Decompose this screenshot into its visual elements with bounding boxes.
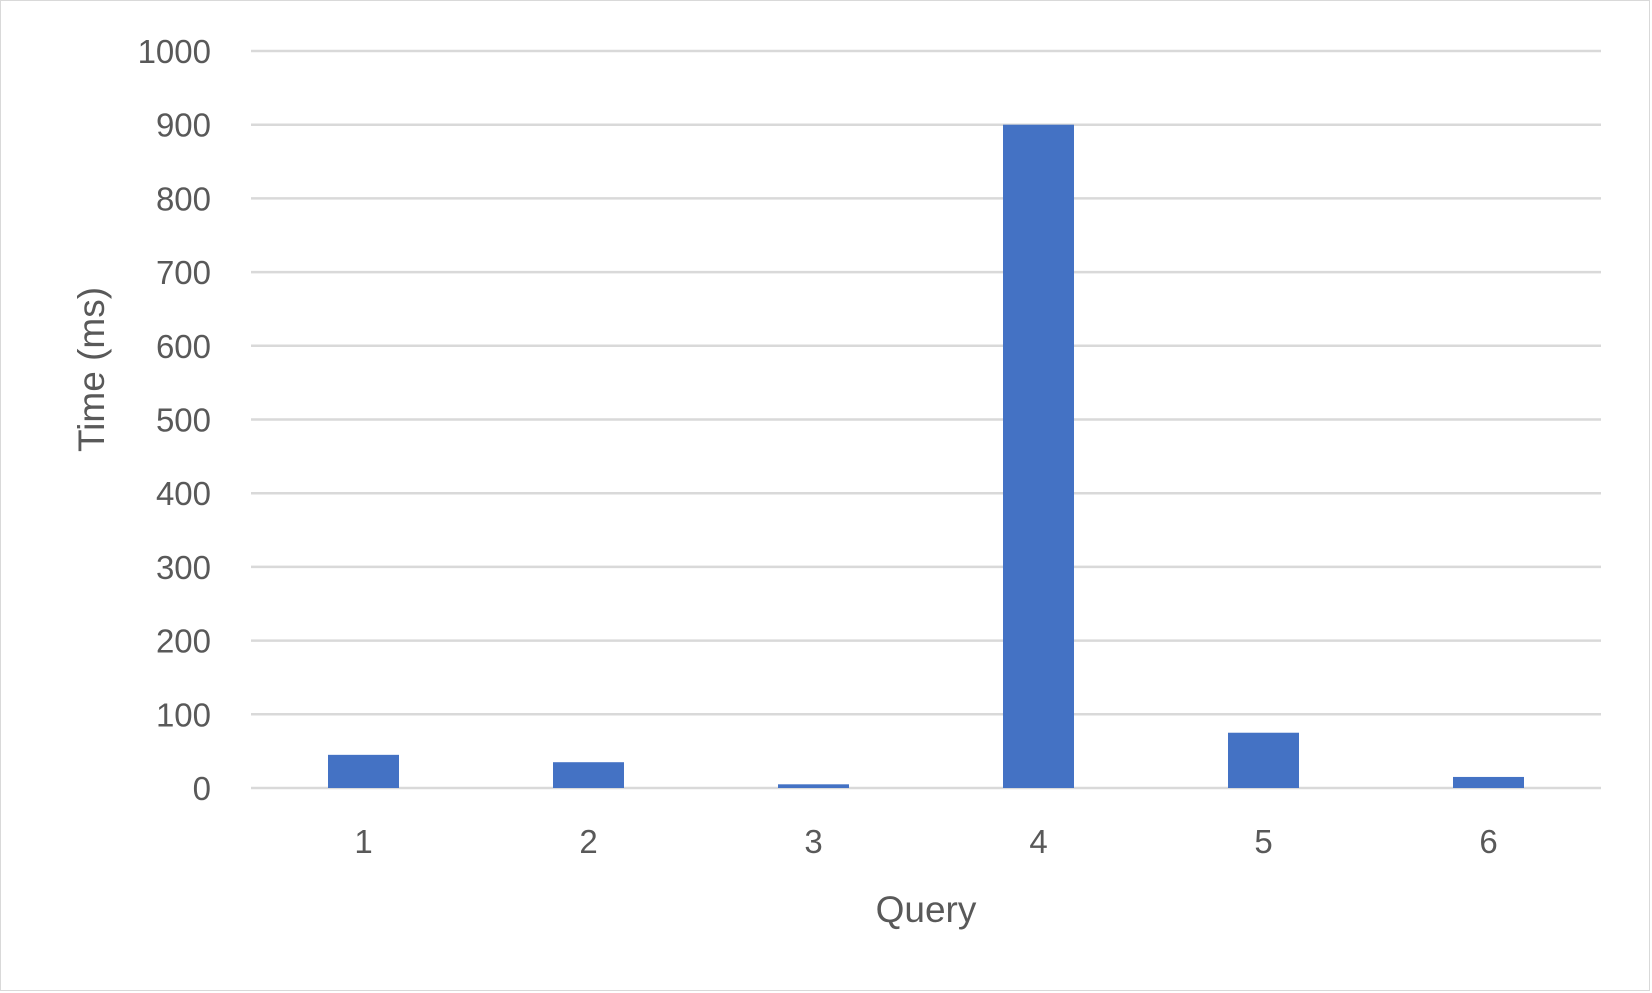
bars: [328, 124, 1524, 788]
y-tick-label-400: 400: [156, 475, 211, 512]
x-tick-label-6: 6: [1479, 823, 1497, 860]
y-tick-label-900: 900: [156, 107, 211, 144]
y-tick-label-800: 800: [156, 180, 211, 217]
y-tick-label-1000: 1000: [138, 33, 211, 70]
y-tick-label-0: 0: [193, 770, 211, 807]
bar-query-1: [328, 754, 399, 788]
y-tick-label-600: 600: [156, 328, 211, 365]
gridlines: [251, 49, 1601, 790]
bar-query-5: [1228, 732, 1299, 788]
bar-query-3: [778, 784, 849, 788]
x-tick-label-1: 1: [354, 823, 372, 860]
y-axis-ticks: 0 100 200 300 400 500 600 700 800 900 1000: [138, 33, 211, 807]
bar-query-6: [1453, 776, 1524, 788]
y-tick-label-100: 100: [156, 696, 211, 733]
bar-query-2: [553, 762, 624, 788]
y-axis-title: Time (ms): [71, 287, 112, 452]
x-tick-label-3: 3: [804, 823, 822, 860]
x-axis-title: Query: [876, 889, 977, 930]
bar-query-4: [1003, 124, 1074, 788]
x-tick-label-2: 2: [579, 823, 597, 860]
x-axis-ticks: 1 2 3 4 5 6: [354, 823, 1497, 860]
y-tick-label-700: 700: [156, 254, 211, 291]
x-tick-label-4: 4: [1029, 823, 1047, 860]
x-tick-label-5: 5: [1254, 823, 1272, 860]
y-tick-label-300: 300: [156, 549, 211, 586]
y-tick-label-500: 500: [156, 402, 211, 439]
y-tick-label-200: 200: [156, 623, 211, 660]
